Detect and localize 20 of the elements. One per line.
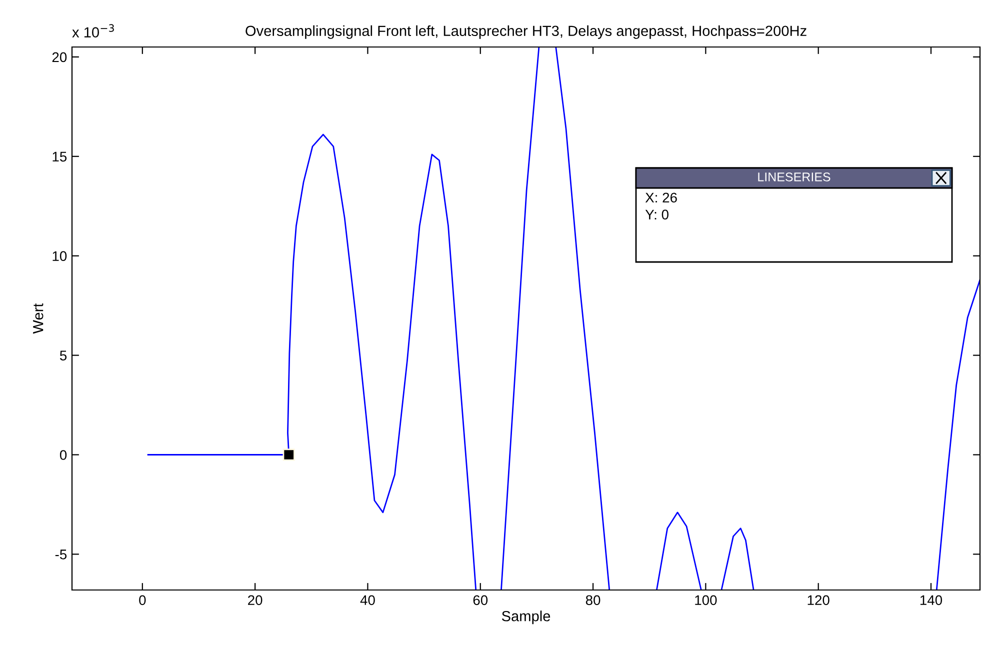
annotation: X: 26 Y: 0 xyxy=(645,192,677,220)
y-tick-label: 5 xyxy=(60,350,67,360)
y-axis-title: Wert xyxy=(33,303,44,334)
x-tick-label: 60 xyxy=(473,595,488,606)
x-tick-label: 80 xyxy=(586,595,600,606)
y-tick-label: 15 xyxy=(52,152,67,162)
x-tick-label: 40 xyxy=(360,595,375,606)
chart-title: Oversamplingsignal Front left, Lautsprecher HT3, Delays angepasst, Hochpass=200Hz xyxy=(246,25,806,39)
text: x 10$^{−3}$ xyxy=(72,24,114,38)
y-tick-label: 10 xyxy=(52,251,67,262)
y-tick-label: 20 xyxy=(52,52,67,62)
x-tick-label: 120 xyxy=(808,595,830,606)
x-tick-label: 20 xyxy=(248,595,262,606)
x-tick-label: 100 xyxy=(695,595,717,606)
x-axis-title: Sample xyxy=(502,610,550,624)
x-tick-label: 0 xyxy=(139,595,146,606)
y-tick-label: -5 xyxy=(55,550,67,560)
annotation: LINESERIES xyxy=(758,172,830,182)
x-tick-label: 140 xyxy=(920,595,942,606)
y-tick-label: 0 xyxy=(60,450,67,460)
